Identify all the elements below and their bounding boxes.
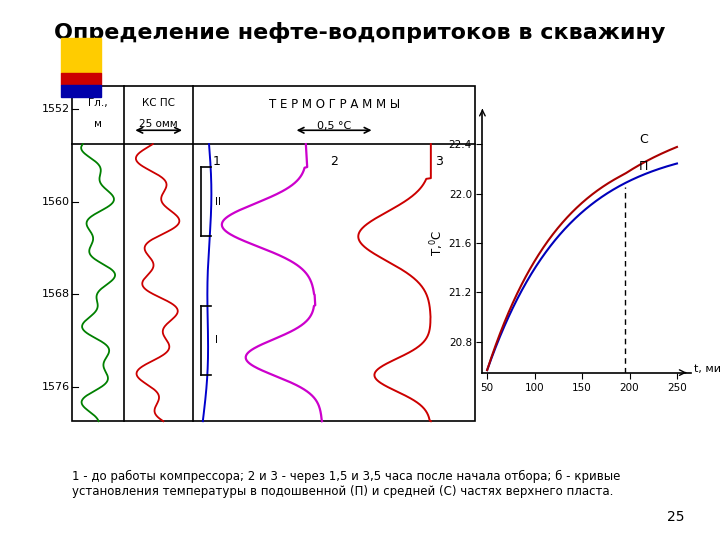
Y-axis label: T,$^0$C: T,$^0$C xyxy=(428,230,446,256)
Text: 1568: 1568 xyxy=(42,289,70,299)
Text: КС ПС: КС ПС xyxy=(142,98,175,108)
Text: 1576: 1576 xyxy=(42,382,70,392)
Text: 25: 25 xyxy=(667,510,684,524)
Bar xyxy=(61,73,101,85)
Text: t, мин: t, мин xyxy=(694,364,720,374)
Text: 1 - до работы компрессора; 2 и 3 - через 1,5 и 3,5 часа после начала отбора; б -: 1 - до работы компрессора; 2 и 3 - через… xyxy=(72,470,621,498)
Bar xyxy=(61,38,101,73)
Text: С: С xyxy=(639,133,648,146)
Text: 0,5 °C: 0,5 °C xyxy=(317,121,351,131)
Text: 2: 2 xyxy=(330,155,338,168)
Text: П: П xyxy=(639,160,649,173)
Text: 1552: 1552 xyxy=(42,104,70,114)
Text: 1: 1 xyxy=(213,155,221,168)
Text: Гл.,: Гл., xyxy=(89,98,108,108)
Text: 1560: 1560 xyxy=(42,197,70,207)
Text: 25 омм: 25 омм xyxy=(140,119,178,129)
Bar xyxy=(61,85,101,97)
Text: Определение нефте-водопритоков в скважину: Определение нефте-водопритоков в скважин… xyxy=(54,22,666,43)
Text: II: II xyxy=(215,197,221,207)
Text: I: I xyxy=(215,335,218,346)
Text: 3: 3 xyxy=(435,155,443,168)
Text: м: м xyxy=(94,119,102,129)
Text: Т Е Р М О Г Р А М М Ы: Т Е Р М О Г Р А М М Ы xyxy=(269,98,400,111)
